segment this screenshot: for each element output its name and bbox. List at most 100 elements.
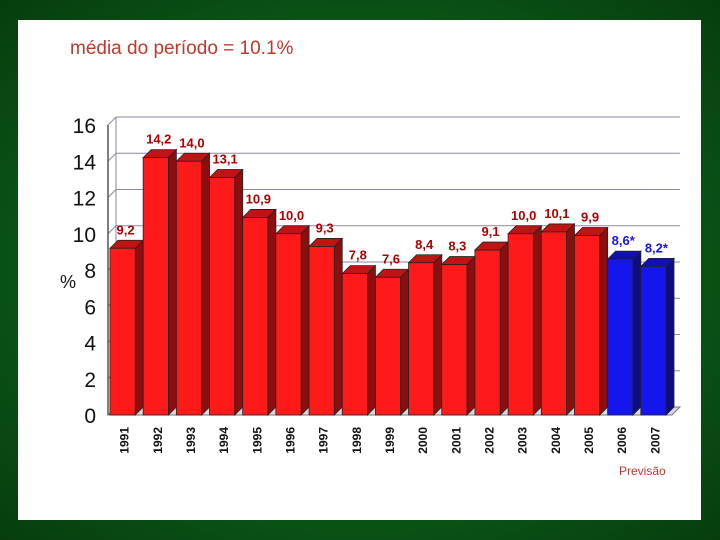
bar-side	[599, 226, 609, 416]
bar-front	[242, 217, 269, 416]
bar-2003	[507, 224, 543, 416]
x-tick-label: 2006	[615, 427, 629, 454]
bar-2005	[573, 226, 609, 416]
x-tick-label: 1997	[317, 427, 331, 454]
bar-front	[408, 262, 435, 416]
chart-title: média do período = 10.1%	[70, 38, 294, 59]
bar-value-label: 10,9	[246, 191, 271, 206]
bar-front	[275, 233, 302, 416]
bar-front	[308, 246, 335, 416]
bar-value-label: 14,0	[179, 135, 204, 150]
bar-chart: 0 2 4 6 8 10 12 14 16% 9,2 1991 14,2 1992 14,0 1993 13,…	[60, 115, 682, 454]
bar-value-label: 9,9	[581, 210, 599, 225]
bar-1993	[175, 152, 211, 416]
x-tick-label: 1998	[350, 427, 364, 454]
x-tick-label: 1994	[217, 427, 231, 454]
grid-diag-14	[107, 152, 117, 162]
bar-front	[175, 160, 202, 416]
bar-side	[632, 250, 642, 416]
y-tick-label: 6	[84, 296, 96, 319]
y-tick-label: 0	[84, 405, 96, 428]
bar-side	[665, 257, 675, 416]
bar-value-label: 14,2	[146, 132, 171, 147]
bar-front	[574, 235, 601, 416]
x-tick-label: 2003	[516, 427, 530, 454]
x-tick-label: 2000	[416, 427, 430, 454]
bar-front	[474, 249, 501, 416]
bar-value-label: 8,4	[415, 237, 434, 252]
x-tick-label: 2007	[648, 427, 662, 454]
bar-side	[134, 239, 144, 416]
bar-value-label: 7,8	[349, 248, 367, 263]
y-tick-label: 10	[73, 224, 96, 247]
bar-2007	[639, 257, 675, 416]
bar-1995	[241, 208, 277, 416]
forecast-note: Previsão	[619, 464, 666, 478]
bar-1994	[208, 168, 244, 416]
x-tick-label: 1993	[184, 427, 198, 454]
y-tick-label: 16	[73, 115, 96, 138]
bar-value-label: 9,1	[481, 224, 499, 239]
y-tick-label: 2	[84, 369, 96, 392]
x-tick-label: 1999	[383, 427, 397, 454]
bar-side	[201, 152, 210, 416]
bar-value-label: 9,3	[316, 220, 334, 235]
grid-diag-10	[107, 225, 117, 235]
x-tick-label: 2001	[449, 427, 463, 454]
bar-2000	[407, 253, 443, 416]
bar-front	[640, 265, 667, 416]
bar-side	[234, 168, 244, 416]
bar-side	[466, 255, 476, 416]
bar-front	[109, 247, 136, 416]
x-tick-label: 1995	[250, 427, 264, 454]
bar-front	[507, 233, 534, 416]
x-tick-label: 2004	[549, 427, 563, 454]
bar-1992	[142, 148, 178, 416]
y-axis-label: %	[60, 272, 76, 292]
bar-front	[441, 264, 468, 416]
bar-front	[209, 177, 236, 416]
y-tick-label: 8	[84, 260, 96, 283]
bar-value-label: 7,6	[382, 251, 400, 266]
bar-side	[433, 253, 443, 416]
grid-diag-16	[107, 116, 117, 126]
grid-diag-12	[107, 189, 117, 198]
bar-value-label: 8,2*	[645, 240, 669, 255]
bar-side	[267, 208, 277, 416]
bar-side	[400, 268, 410, 416]
bar-2006	[606, 250, 642, 416]
bar-value-label: 9,2	[117, 222, 135, 237]
x-tick-label: 1996	[283, 427, 297, 454]
y-tick-label: 4	[84, 333, 96, 356]
bar-front	[341, 273, 368, 416]
bar-1997	[308, 237, 344, 416]
bar-value-label: 10,0	[279, 208, 304, 223]
bar-front	[374, 276, 402, 416]
y-tick-label: 12	[73, 188, 96, 211]
bar-value-label: 8,3	[448, 239, 466, 254]
bar-value-label: 8,6*	[612, 233, 636, 248]
y-tick-label: 14	[73, 151, 97, 174]
bar-front	[607, 258, 634, 416]
bar-side	[566, 222, 575, 416]
bar-side	[499, 241, 509, 416]
bar-side	[300, 224, 310, 416]
bar-side	[532, 224, 542, 416]
bar-2002	[473, 241, 510, 416]
bar-value-label: 10,0	[511, 208, 536, 223]
bar-1991	[109, 239, 145, 416]
bar-front	[540, 231, 567, 416]
bar-value-label: 13,1	[212, 152, 237, 167]
bar-side	[333, 237, 343, 416]
bar-side	[367, 264, 376, 416]
x-tick-label: 1991	[118, 427, 132, 454]
bar-side	[167, 148, 177, 416]
bar-1996	[274, 224, 311, 416]
x-tick-label: 1992	[151, 427, 165, 454]
bar-2001	[440, 255, 476, 416]
bar-1999	[374, 268, 410, 416]
bar-2004	[540, 222, 576, 416]
x-tick-label: 2005	[582, 427, 596, 454]
bar-value-label: 10,1	[544, 206, 569, 221]
